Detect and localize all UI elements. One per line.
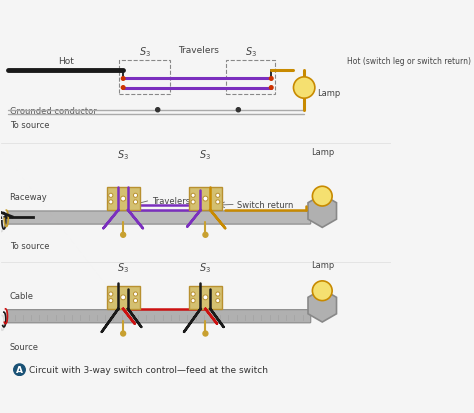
Text: Cable: Cable [9,291,34,300]
Circle shape [134,299,137,303]
Text: $S_3$: $S_3$ [200,261,211,275]
Circle shape [191,194,195,198]
Text: Travelers: Travelers [178,46,219,55]
Circle shape [293,78,315,99]
Circle shape [216,200,220,204]
Text: Switch return: Switch return [237,200,293,209]
Circle shape [134,200,137,204]
Circle shape [203,197,208,202]
Circle shape [121,86,125,90]
Circle shape [109,200,113,204]
Text: $S_3$: $S_3$ [117,261,129,275]
Circle shape [14,364,25,375]
Bar [107,188,140,211]
Text: Hot: Hot [58,57,73,66]
Bar [107,286,140,309]
Circle shape [191,292,195,297]
Circle shape [121,233,126,238]
Text: To source: To source [9,121,49,130]
Text: $S_3$: $S_3$ [138,45,151,59]
Bar [119,61,170,95]
Circle shape [109,194,113,198]
Text: $S_3$: $S_3$ [200,147,211,161]
Circle shape [191,200,195,204]
Text: Raceway: Raceway [9,192,47,202]
Text: Hot (switch leg or switch return): Hot (switch leg or switch return) [347,57,471,66]
Circle shape [121,197,126,202]
Polygon shape [308,290,337,322]
Circle shape [269,86,273,90]
Circle shape [216,194,220,198]
Text: Lamp: Lamp [310,147,334,157]
Circle shape [121,331,126,336]
Text: Lamp: Lamp [310,261,334,270]
Circle shape [121,295,126,300]
Text: Travelers: Travelers [152,196,190,205]
Text: To source: To source [9,242,49,251]
FancyBboxPatch shape [7,211,311,225]
Circle shape [269,78,273,81]
Circle shape [236,109,240,112]
Circle shape [191,299,195,303]
Circle shape [109,299,113,303]
Circle shape [121,78,125,81]
Text: A: A [16,366,23,374]
Text: Grounded conductor: Grounded conductor [9,107,96,115]
Circle shape [109,292,113,297]
Circle shape [312,281,332,301]
FancyBboxPatch shape [7,310,311,323]
Bar [189,188,222,211]
Text: $S_3$: $S_3$ [245,45,256,59]
Circle shape [203,233,208,238]
Circle shape [134,292,137,297]
Circle shape [134,194,137,198]
Circle shape [216,292,220,297]
Text: $S_3$: $S_3$ [117,147,129,161]
Text: Source: Source [9,342,38,351]
Circle shape [155,109,160,112]
Circle shape [203,331,208,336]
Circle shape [203,295,208,300]
Bar [226,61,275,95]
Polygon shape [308,195,337,228]
Text: Lamp: Lamp [317,89,341,98]
Circle shape [312,187,332,206]
Circle shape [216,299,220,303]
Bar [189,286,222,309]
Text: Circuit with 3-way switch control—feed at the switch: Circuit with 3-way switch control—feed a… [29,366,268,374]
